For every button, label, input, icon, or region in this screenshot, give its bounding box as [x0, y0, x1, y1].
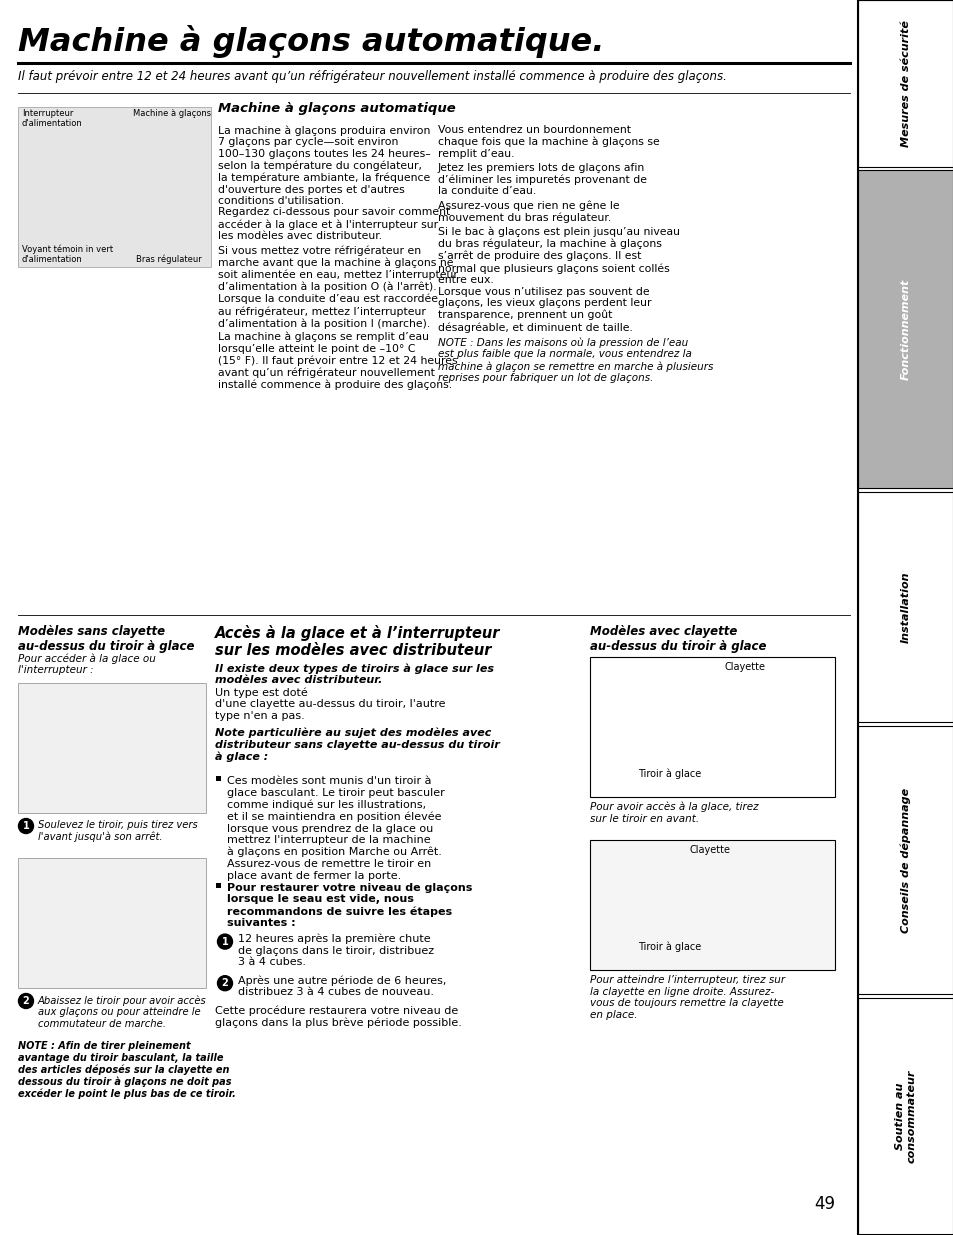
Text: Soulevez le tiroir, puis tirez vers
l'avant jusqu'à son arrêt.: Soulevez le tiroir, puis tirez vers l'av…	[38, 820, 197, 842]
Circle shape	[18, 819, 33, 834]
Text: Lorsque vous n’utilisez pas souvent de
glaçons, les vieux glaçons perdent leur
t: Lorsque vous n’utilisez pas souvent de g…	[437, 287, 651, 332]
Text: Si vous mettez votre réfrigérateur en
marche avant que la machine à glaçons ne
s: Si vous mettez votre réfrigérateur en ma…	[218, 245, 457, 293]
Text: 12 heures après la première chute
de glaçons dans le tiroir, distribuez
3 à 4 cu: 12 heures après la première chute de gla…	[237, 934, 434, 967]
Text: Soutien au
consommateur: Soutien au consommateur	[894, 1070, 916, 1163]
Text: 2: 2	[23, 995, 30, 1007]
Text: Interrupteur
d'alimentation: Interrupteur d'alimentation	[22, 109, 83, 128]
Text: Pour avoir accès à la glace, tirez
sur le tiroir en avant.: Pour avoir accès à la glace, tirez sur l…	[589, 802, 758, 824]
Text: La machine à glaçons produira environ
7 glaçons par cycle—soit environ
100–130 g: La machine à glaçons produira environ 7 …	[218, 125, 431, 206]
Text: Mesures de sécurité: Mesures de sécurité	[900, 20, 910, 147]
Text: Ces modèles sont munis d'un tiroir à
glace basculant. Le tiroir peut basculer
co: Ces modèles sont munis d'un tiroir à gla…	[227, 776, 444, 881]
Text: Assurez-vous que rien ne gêne le
mouvement du bras régulateur.: Assurez-vous que rien ne gêne le mouveme…	[437, 200, 619, 222]
Text: Jetez les premiers lots de glaçons afin
d’éliminer les impuretés provenant de
la: Jetez les premiers lots de glaçons afin …	[437, 163, 646, 196]
Text: Abaissez le tiroir pour avoir accès
aux glaçons ou pour atteindre le
commutateur: Abaissez le tiroir pour avoir accès aux …	[38, 995, 207, 1029]
Bar	[857, 0, 953, 167]
Text: Modèles sans clayette
au-dessus du tiroir à glace: Modèles sans clayette au-dessus du tiroi…	[18, 625, 194, 653]
Text: Fonctionnement: Fonctionnement	[900, 278, 910, 380]
Text: 2: 2	[221, 978, 228, 988]
Text: La machine à glaçons se remplit d’eau
lorsqu’elle atteint le point de –10° C
(15: La machine à glaçons se remplit d’eau lo…	[218, 331, 457, 390]
Text: Pour accéder à la glace ou
l'interrupteur :: Pour accéder à la glace ou l'interrupteu…	[18, 653, 155, 676]
Text: 1: 1	[23, 821, 30, 831]
Text: Après une autre période de 6 heures,
distribuez 3 à 4 cubes de nouveau.: Après une autre période de 6 heures, dis…	[237, 976, 446, 998]
Text: Accès à la glace et à l’interrupteur
sur les modèles avec distributeur: Accès à la glace et à l’interrupteur sur…	[214, 625, 500, 658]
Bar	[857, 998, 953, 1235]
Text: Pour atteindre l’interrupteur, tirez sur
la clayette en ligne droite. Assurez-
v: Pour atteindre l’interrupteur, tirez sur…	[589, 974, 784, 1020]
Text: Machine à glaçons: Machine à glaçons	[132, 109, 211, 119]
Text: Pour restaurer votre niveau de glaçons
lorsque le seau est vide, nous
recommando: Pour restaurer votre niveau de glaçons l…	[227, 883, 472, 929]
Text: Un type est doté
d'une clayette au-dessus du tiroir, l'autre
type n'en a pas.: Un type est doté d'une clayette au-dessu…	[214, 687, 445, 721]
Bar	[215, 776, 221, 781]
Text: Il existe deux types de tiroirs à glace sur les
modèles avec distributeur.: Il existe deux types de tiroirs à glace …	[214, 663, 494, 685]
Text: Si le bac à glaçons est plein jusqu’au niveau
du bras régulateur, la machine à g: Si le bac à glaçons est plein jusqu’au n…	[437, 226, 679, 285]
Circle shape	[217, 934, 233, 950]
Text: Machine à glaçons automatique.: Machine à glaçons automatique.	[18, 25, 604, 58]
Bar	[18, 107, 211, 267]
Text: Clayette: Clayette	[724, 662, 765, 672]
Text: Vous entendrez un bourdonnement
chaque fois que la machine à glaçons se
remplit : Vous entendrez un bourdonnement chaque f…	[437, 125, 659, 159]
Bar	[18, 858, 206, 988]
Text: Voyant témoin in vert
d'alimentation: Voyant témoin in vert d'alimentation	[22, 245, 113, 264]
Bar	[857, 492, 953, 722]
Bar	[18, 683, 206, 813]
Text: Tiroir à glace: Tiroir à glace	[638, 941, 700, 952]
Text: NOTE : Dans les maisons où la pression de l’eau
est plus faible que la normale, : NOTE : Dans les maisons où la pression d…	[437, 337, 713, 383]
Bar	[857, 0, 953, 1235]
Text: Modèles avec clayette
au-dessus du tiroir à glace: Modèles avec clayette au-dessus du tiroi…	[589, 625, 765, 653]
Text: Tiroir à glace: Tiroir à glace	[638, 768, 700, 779]
Bar	[589, 840, 834, 969]
Text: NOTE : Afin de tirer pleinement
avantage du tiroir basculant, la taille
des arti: NOTE : Afin de tirer pleinement avantage…	[18, 1041, 235, 1099]
Text: Bras régulateur: Bras régulateur	[136, 254, 201, 264]
Circle shape	[217, 976, 233, 990]
Text: Conseils de dépannage: Conseils de dépannage	[900, 788, 910, 932]
Text: Clayette: Clayette	[689, 845, 730, 855]
Bar	[857, 170, 953, 488]
Text: Regardez ci-dessous pour savoir comment
accéder à la glace et à l'interrupteur s: Regardez ci-dessous pour savoir comment …	[218, 207, 450, 241]
Bar	[215, 883, 221, 888]
Text: Lorsque la conduite d’eau est raccordée
au réfrigérateur, mettez l’interrupteur
: Lorsque la conduite d’eau est raccordée …	[218, 294, 437, 329]
Text: Machine à glaçons automatique: Machine à glaçons automatique	[218, 103, 456, 115]
Text: Note particulière au sujet des modèles avec
distributeur sans clayette au-dessus: Note particulière au sujet des modèles a…	[214, 727, 499, 762]
Text: Cette procédure restaurera votre niveau de
glaçons dans la plus brève période po: Cette procédure restaurera votre niveau …	[214, 1005, 461, 1029]
Bar	[589, 657, 834, 797]
Circle shape	[18, 993, 33, 1009]
Text: 1: 1	[221, 936, 228, 946]
Bar	[857, 726, 953, 994]
Text: 49: 49	[813, 1195, 834, 1213]
Text: Installation: Installation	[900, 572, 910, 642]
Text: Il faut prévoir entre 12 et 24 heures avant qu’un réfrigérateur nouvellement ins: Il faut prévoir entre 12 et 24 heures av…	[18, 70, 726, 83]
